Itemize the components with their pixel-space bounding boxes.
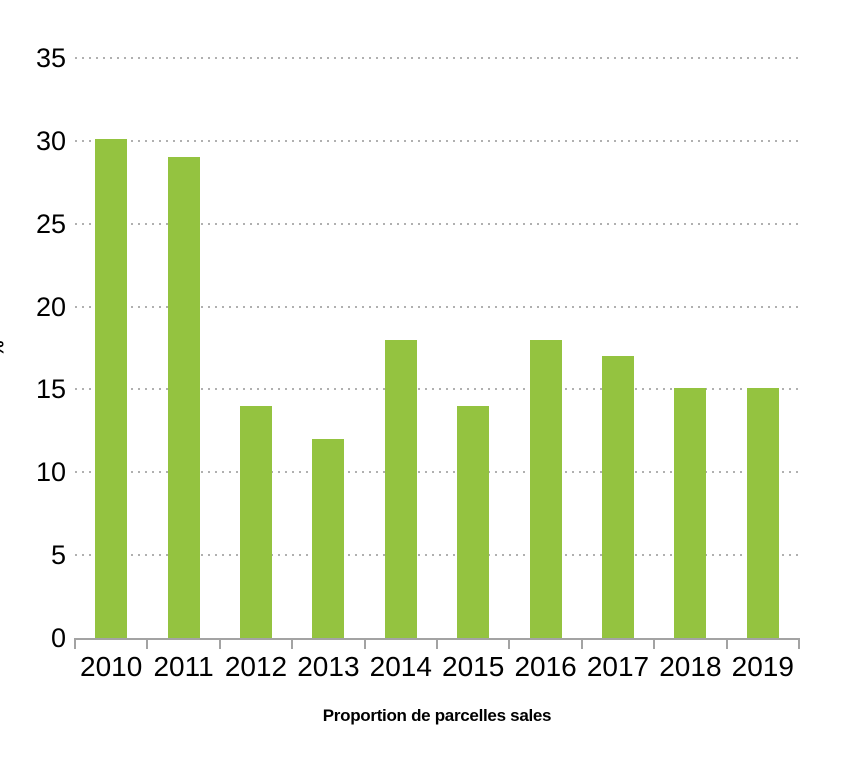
x-tick-label-2010: 2010	[80, 651, 143, 682]
bar-2016	[529, 339, 562, 638]
bar-2018	[674, 387, 707, 638]
x-axis-tick	[798, 638, 800, 649]
x-tick-label-2012: 2012	[224, 651, 288, 682]
x-tick-label-2016: 2016	[514, 651, 577, 682]
x-tick-label-2013: 2013	[297, 651, 360, 682]
bar-2011	[167, 157, 200, 638]
x-tick-label-2017: 2017	[586, 651, 650, 682]
y-tick-label-30: 30	[35, 125, 66, 156]
x-tick-label-2014: 2014	[369, 651, 432, 682]
bar-2014	[384, 339, 417, 638]
x-tick-label-2019: 2019	[731, 651, 794, 682]
gridline-30	[75, 139, 799, 142]
x-axis-tick	[653, 638, 656, 649]
y-tick-label-0: 0	[50, 623, 66, 653]
bar-2015	[457, 406, 490, 638]
x-axis-title: Proportion de parcelles sales	[322, 706, 552, 725]
x-axis-tick	[74, 638, 76, 649]
y-tick-label-15: 15	[35, 374, 66, 405]
gridline-15	[75, 388, 799, 391]
bar-2019	[746, 387, 779, 638]
x-tick-label-2011: 2011	[153, 651, 214, 682]
x-axis-tick	[508, 638, 511, 649]
x-axis-tick	[580, 638, 583, 649]
x-axis-tick	[436, 638, 438, 649]
y-tick-label-5: 5	[50, 540, 66, 571]
y-tick-label-10: 10	[35, 457, 66, 488]
plot-area	[74, 57, 800, 649]
y-tick-label-35: 35	[35, 43, 66, 73]
x-tick-label-2018: 2018	[659, 651, 722, 682]
bar-2012	[240, 406, 272, 638]
x-axis-tick	[725, 638, 728, 649]
x-axis-tick	[291, 638, 294, 649]
bar-2010	[95, 139, 128, 638]
x-tick-label-2015: 2015	[442, 651, 505, 682]
gridline-20	[75, 305, 799, 308]
gridline-25	[75, 222, 799, 225]
bar-2017	[602, 356, 634, 638]
x-axis-tick	[146, 638, 149, 649]
x-axis-tick	[363, 638, 366, 649]
gridline-35	[75, 57, 799, 59]
y-tick-label-20: 20	[35, 291, 66, 322]
gridline-5	[75, 554, 799, 557]
gridline-10	[75, 471, 799, 474]
bar-2013	[312, 439, 345, 638]
x-axis-tick	[218, 638, 221, 649]
y-tick-label-25: 25	[35, 208, 66, 239]
